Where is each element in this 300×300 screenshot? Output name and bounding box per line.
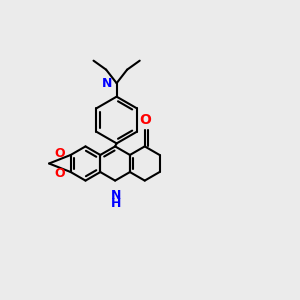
Text: O: O xyxy=(55,167,65,180)
Text: H: H xyxy=(110,197,121,210)
Text: N: N xyxy=(102,77,112,90)
Text: O: O xyxy=(139,113,151,128)
Text: N: N xyxy=(110,189,121,202)
Text: O: O xyxy=(55,147,65,160)
